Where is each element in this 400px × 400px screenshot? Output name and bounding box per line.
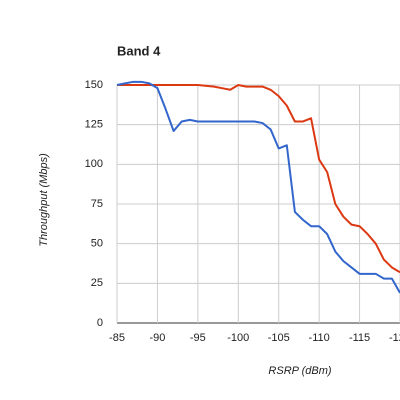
x-tick-label: -115: [349, 332, 370, 344]
y-axis-title: Throughput (Mbps): [38, 153, 50, 247]
y-tick-label: 125: [85, 119, 103, 131]
chart-title: Band 4: [117, 43, 161, 58]
series-line: [116, 80, 400, 294]
x-axis-title: RSRP (dBm): [268, 365, 331, 377]
x-tick-label: -120: [389, 332, 400, 344]
series-line: [117, 84, 400, 274]
y-tick-label: 150: [85, 79, 103, 91]
y-tick-label: 25: [91, 277, 103, 289]
y-tick-label: 50: [91, 238, 103, 250]
x-tick-label: -100: [227, 332, 249, 344]
x-tick-label: -85: [109, 332, 125, 344]
x-tick-label: -90: [149, 332, 165, 344]
x-tick-label: -110: [309, 332, 330, 344]
y-tick-label: 75: [91, 198, 103, 210]
y-tick-label: 0: [97, 317, 103, 329]
x-tick-label: -105: [268, 332, 290, 344]
y-tick-label: 100: [85, 158, 103, 170]
x-tick-label: -95: [190, 332, 206, 344]
